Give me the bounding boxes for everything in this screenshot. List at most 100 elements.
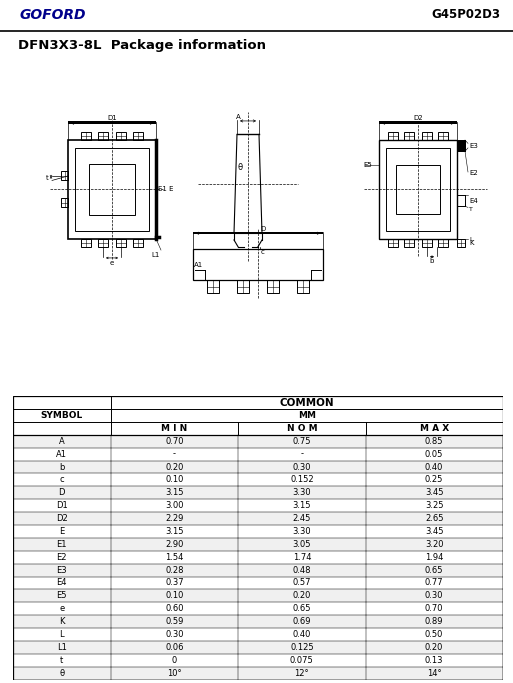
Bar: [457, 239, 465, 247]
Text: E1: E1: [56, 540, 67, 549]
Bar: [388, 133, 398, 140]
Text: 0.69: 0.69: [292, 617, 311, 626]
Bar: [13, 563, 503, 576]
Bar: [116, 239, 126, 247]
Text: MM: MM: [298, 411, 316, 420]
Text: 0.06: 0.06: [165, 643, 184, 652]
Text: E5: E5: [56, 591, 67, 600]
Text: 0.28: 0.28: [165, 566, 184, 574]
Text: 3.15: 3.15: [165, 527, 184, 536]
Text: 3.25: 3.25: [425, 501, 443, 510]
Text: 0.13: 0.13: [425, 656, 443, 665]
Bar: [422, 239, 432, 247]
Text: E4: E4: [469, 197, 478, 204]
Text: e: e: [59, 604, 65, 613]
Bar: [457, 140, 465, 151]
Text: 0.65: 0.65: [425, 566, 443, 574]
Text: K: K: [59, 617, 65, 626]
Text: c: c: [60, 475, 64, 484]
Bar: [13, 667, 503, 680]
Text: 2.29: 2.29: [165, 514, 184, 523]
Text: A1: A1: [56, 449, 67, 458]
Bar: [89, 164, 135, 215]
Text: 0.05: 0.05: [425, 449, 443, 458]
Bar: [13, 435, 503, 447]
Text: 12°: 12°: [294, 669, 309, 678]
Text: D: D: [261, 225, 266, 232]
Bar: [81, 133, 91, 140]
Text: 0.70: 0.70: [425, 604, 443, 613]
Text: 0.65: 0.65: [292, 604, 311, 613]
Bar: [438, 239, 448, 247]
Text: e: e: [110, 260, 114, 266]
Text: θ: θ: [237, 163, 242, 172]
Text: E: E: [59, 527, 65, 536]
Text: 0.85: 0.85: [425, 436, 443, 446]
Text: 0.125: 0.125: [290, 643, 313, 652]
Text: 0.48: 0.48: [292, 566, 311, 574]
Text: 0.37: 0.37: [165, 579, 184, 587]
Text: N O M: N O M: [287, 424, 317, 433]
Bar: [98, 133, 108, 140]
Text: 0.30: 0.30: [292, 462, 311, 471]
Bar: [61, 199, 68, 208]
Text: 2.45: 2.45: [293, 514, 311, 523]
Bar: [13, 615, 503, 628]
Text: E3: E3: [56, 566, 67, 574]
Text: E2: E2: [469, 170, 478, 176]
Text: M I N: M I N: [162, 424, 188, 433]
Bar: [133, 133, 143, 140]
Text: 0.70: 0.70: [165, 436, 184, 446]
Text: 3.20: 3.20: [425, 540, 443, 549]
Text: 0.20: 0.20: [165, 462, 184, 471]
Text: 0.50: 0.50: [425, 630, 443, 639]
Text: E4: E4: [56, 579, 67, 587]
Text: 0.152: 0.152: [290, 475, 313, 484]
Text: 14°: 14°: [427, 669, 442, 678]
Text: D1: D1: [56, 501, 68, 510]
Bar: [98, 239, 108, 247]
Text: -: -: [173, 449, 176, 458]
Text: 0.075: 0.075: [290, 656, 314, 665]
Text: 2.90: 2.90: [165, 540, 184, 549]
Text: 0.57: 0.57: [292, 579, 311, 587]
Bar: [13, 512, 503, 525]
Bar: [422, 133, 432, 140]
Text: 0.20: 0.20: [425, 643, 443, 652]
Bar: [68, 122, 156, 124]
Bar: [193, 249, 323, 281]
Bar: [116, 133, 126, 140]
Bar: [133, 239, 143, 247]
Bar: [13, 460, 503, 473]
Text: 1.94: 1.94: [425, 553, 443, 561]
Text: GOFORD: GOFORD: [20, 8, 87, 22]
Bar: [81, 239, 91, 247]
Text: 0.30: 0.30: [425, 591, 443, 600]
Text: 0.10: 0.10: [165, 591, 184, 600]
Text: 0.89: 0.89: [425, 617, 443, 626]
Bar: [61, 171, 68, 180]
Text: 3.45: 3.45: [425, 527, 443, 536]
Text: 0.60: 0.60: [165, 604, 184, 613]
Text: 3.15: 3.15: [165, 488, 184, 497]
Text: D1: D1: [107, 115, 117, 122]
Text: A: A: [236, 114, 241, 120]
Bar: [68, 140, 156, 239]
Text: G45P02D3: G45P02D3: [431, 8, 500, 21]
Text: 3.30: 3.30: [292, 488, 311, 497]
Text: θ: θ: [60, 669, 64, 678]
Text: 10°: 10°: [167, 669, 182, 678]
Bar: [75, 148, 149, 231]
Text: 0.30: 0.30: [165, 630, 184, 639]
Text: 0.25: 0.25: [425, 475, 443, 484]
Text: 0.10: 0.10: [165, 475, 184, 484]
Bar: [193, 232, 323, 234]
Bar: [13, 641, 503, 654]
Text: E1 E: E1 E: [158, 186, 173, 193]
Bar: [207, 281, 219, 293]
Text: E3: E3: [469, 143, 478, 149]
Bar: [404, 133, 414, 140]
Bar: [438, 133, 448, 140]
Text: 0.40: 0.40: [293, 630, 311, 639]
Text: DFN3X3-8L  Package information: DFN3X3-8L Package information: [18, 39, 266, 52]
